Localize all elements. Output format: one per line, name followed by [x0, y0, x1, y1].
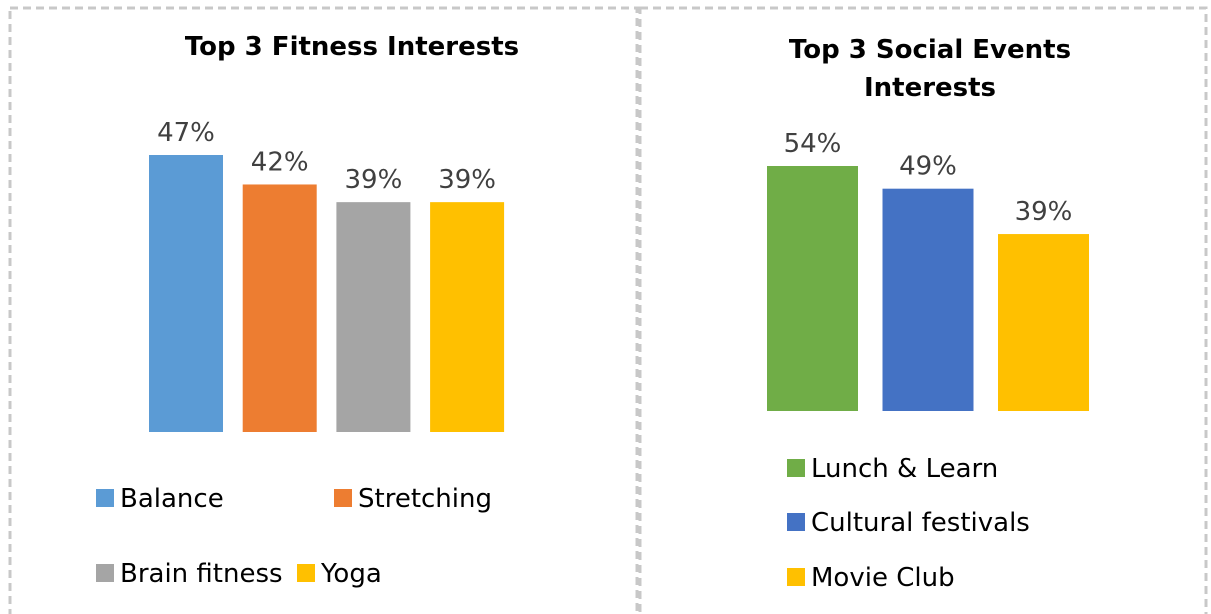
bar: [242, 184, 317, 432]
bar: [430, 202, 505, 432]
bar: [882, 188, 974, 411]
data-label: 39%: [1015, 197, 1073, 227]
bar: [336, 202, 411, 432]
data-label: 49%: [899, 152, 957, 182]
panel-border: [8, 6, 639, 614]
bar: [149, 155, 223, 432]
chart-title: Top 3 Social Events Interests: [788, 35, 1072, 103]
legend-label: Brain fitness: [120, 559, 283, 589]
legend-swatch: [96, 489, 114, 507]
legend-swatch: [787, 568, 805, 586]
legend-label: Balance: [120, 484, 224, 514]
data-label: 47%: [157, 118, 215, 148]
legend-swatch: [334, 489, 352, 507]
legend-label: Movie Club: [811, 563, 955, 593]
legend-label: Stretching: [358, 484, 492, 514]
data-label: 39%: [345, 165, 403, 195]
legend-swatch: [787, 459, 805, 477]
legend-swatch: [787, 513, 805, 531]
data-label: 42%: [251, 147, 309, 177]
legend-swatch: [297, 564, 315, 582]
legend-label: Lunch & Learn: [811, 454, 998, 484]
bar: [767, 166, 858, 411]
panel-border: [638, 6, 1208, 614]
legend-label: Cultural festivals: [811, 508, 1030, 538]
legend-swatch: [96, 564, 114, 582]
bar: [998, 234, 1089, 411]
chart-title: Top 3 Fitness Interests: [184, 32, 520, 62]
data-label: 54%: [784, 129, 842, 159]
legend-label: Yoga: [320, 559, 382, 589]
data-label: 39%: [438, 165, 496, 195]
